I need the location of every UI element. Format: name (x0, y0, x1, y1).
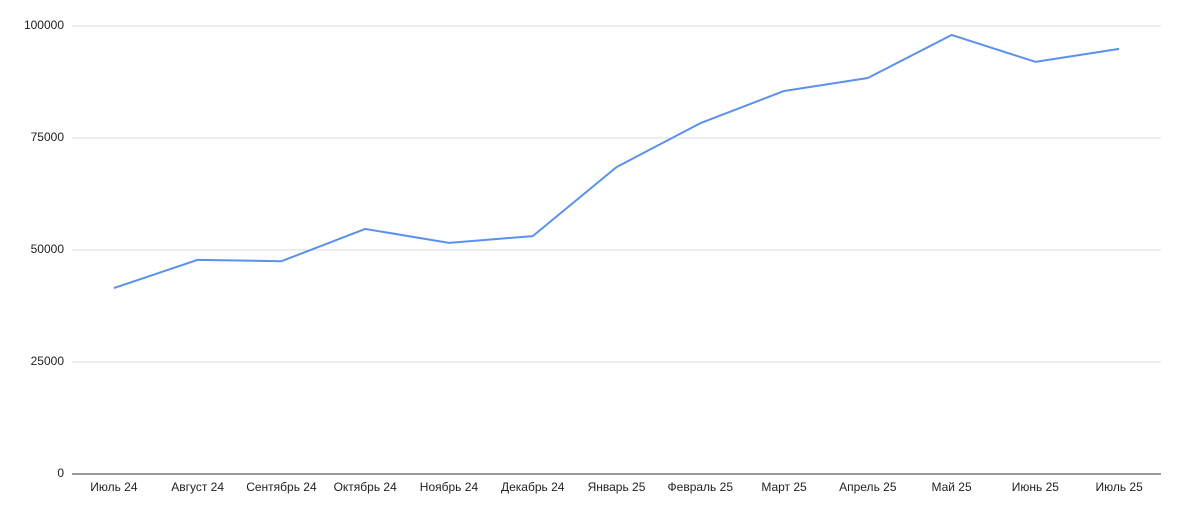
y-tick-label: 75000 (31, 130, 65, 144)
y-tick-label: 25000 (31, 354, 65, 368)
x-tick-label: Сентябрь 24 (246, 480, 317, 494)
x-tick-label: Июнь 25 (1012, 480, 1060, 494)
x-tick-label: Июль 24 (90, 480, 138, 494)
x-tick-label: Апрель 25 (839, 480, 897, 494)
x-tick-label: Октябрь 24 (334, 480, 398, 494)
y-tick-label: 0 (57, 466, 64, 480)
x-tick-label: Январь 25 (588, 480, 646, 494)
line (113, 33, 1120, 290)
x-tick-label: Июль 25 (1095, 480, 1143, 494)
x-tick-label: Декабрь 24 (501, 480, 565, 494)
x-tick-label: Февраль 25 (668, 480, 734, 494)
y-tick-label: 100000 (24, 18, 64, 32)
x-tick-label: Март 25 (761, 480, 807, 494)
x-tick-label: Май 25 (931, 480, 972, 494)
x-tick-label: Август 24 (171, 480, 224, 494)
y-tick-label: 50000 (31, 242, 65, 256)
x-tick-label: Ноябрь 24 (420, 480, 479, 494)
